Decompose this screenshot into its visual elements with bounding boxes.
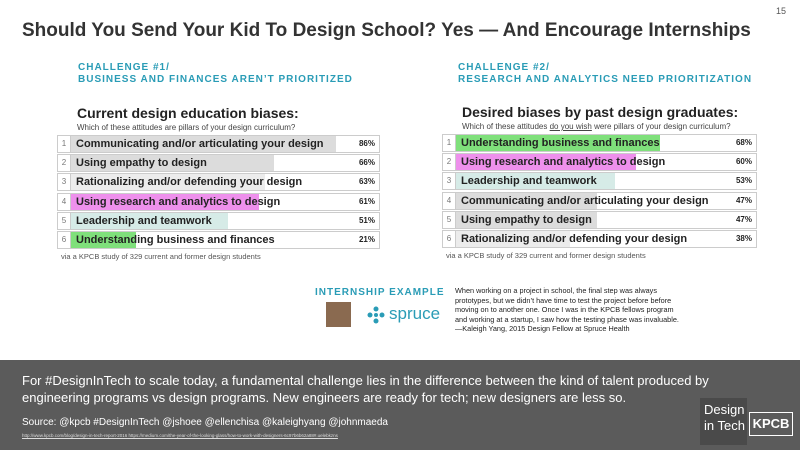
rank: 6 bbox=[443, 231, 456, 247]
rank: 1 bbox=[58, 136, 71, 152]
row: 4 Using research and analytics to design 6… bbox=[57, 192, 380, 211]
bar bbox=[71, 155, 275, 172]
row: 1 Communicating and/or articulating your … bbox=[57, 135, 380, 153]
spruce-icon bbox=[367, 306, 385, 324]
question: Which of these attitudes are pillars of … bbox=[77, 123, 295, 132]
bar bbox=[456, 173, 615, 190]
heading: BUSINESS AND FINANCES AREN’T PRIORITIZED bbox=[78, 74, 353, 85]
row: 1 Understanding business and finances 68% bbox=[442, 134, 757, 152]
note: via a KPCB study of 329 current and form… bbox=[61, 252, 261, 261]
value-label: 47% bbox=[735, 195, 752, 205]
value-label: 63% bbox=[358, 177, 375, 187]
rank: 5 bbox=[443, 211, 456, 228]
chart-title: Current design education biases: bbox=[77, 105, 299, 121]
rank: 1 bbox=[443, 135, 456, 151]
row-label: Communicating and/or articulating your d… bbox=[76, 138, 324, 150]
row: 6 Rationalizing and/or defending your des… bbox=[442, 230, 757, 248]
footer: For #DesignInTech to scale today, a fund… bbox=[0, 360, 800, 450]
quote-line: When working on a project in school, the… bbox=[455, 286, 657, 295]
rank: 4 bbox=[443, 192, 456, 209]
row-label: Using empathy to design bbox=[461, 213, 592, 226]
value-label: 38% bbox=[735, 234, 752, 243]
value-label: 60% bbox=[735, 157, 752, 167]
row-label: Using research and analytics to design bbox=[76, 195, 281, 208]
row: 4 Communicating and/or articulating your … bbox=[442, 191, 757, 210]
bar bbox=[71, 174, 266, 191]
quote-line: prototypes, but we didn’t have time to t… bbox=[455, 295, 672, 305]
row: 5 Using empathy to design 47% bbox=[442, 210, 757, 229]
value-label: 86% bbox=[358, 139, 375, 148]
row-label: Communicating and/or articulating your d… bbox=[461, 194, 709, 207]
rank: 3 bbox=[443, 173, 456, 190]
source: Source: @kpcb #DesignInTech @jshoee @ell… bbox=[22, 417, 388, 428]
footer-line: For #DesignInTech to scale today, a fund… bbox=[22, 373, 709, 388]
photo bbox=[326, 302, 351, 327]
value-label: 66% bbox=[358, 158, 375, 168]
bar bbox=[71, 212, 229, 229]
rank: 4 bbox=[58, 193, 71, 210]
footer-line: engineering programs vs design programs.… bbox=[22, 390, 627, 405]
row: 3 Rationalizing and/or defending your des… bbox=[57, 173, 380, 192]
row-label: Rationalizing and/or defending your desi… bbox=[461, 233, 688, 245]
bar bbox=[456, 231, 570, 247]
kicker: CHALLENGE #1/ bbox=[78, 62, 170, 73]
question-part: were pillars of your design curriculum? bbox=[591, 122, 731, 131]
rank: 3 bbox=[58, 174, 71, 191]
bar bbox=[456, 154, 636, 171]
row: 6 Understanding business and finances 21% bbox=[57, 231, 380, 249]
quote-line: moving on to another one. Once I was in … bbox=[455, 305, 674, 314]
row: 5 Leadership and teamwork 51% bbox=[57, 211, 380, 230]
row-label: Understanding business and finances bbox=[461, 137, 660, 149]
row-label: Using research and analytics to design bbox=[461, 156, 666, 169]
row: 2 Using empathy to design 66% bbox=[57, 154, 380, 173]
row: 3 Leadership and teamwork 53% bbox=[442, 172, 757, 191]
logo-design: Design in Tech bbox=[700, 398, 747, 445]
page-number: 15 bbox=[775, 6, 786, 16]
question-part: do you wish bbox=[549, 122, 592, 131]
row-label: Understanding business and finances bbox=[76, 234, 275, 246]
logo-line: Design bbox=[704, 402, 745, 417]
question: Which of these attitudes do you wish wer… bbox=[462, 122, 731, 131]
rank: 6 bbox=[58, 232, 71, 248]
note: via a KPCB study of 329 current and form… bbox=[446, 251, 646, 260]
internship-label: INTERNSHIP EXAMPLE bbox=[315, 287, 445, 298]
logo-kpcb: KPCB bbox=[749, 412, 793, 436]
chart-title: Desired biases by past design graduates: bbox=[462, 104, 739, 120]
value-label: 47% bbox=[735, 214, 752, 224]
bar bbox=[456, 135, 660, 151]
quote-line: —Kaleigh Yang, 2015 Design Fellow at Spr… bbox=[455, 324, 630, 333]
bar bbox=[456, 211, 597, 228]
value-label: 68% bbox=[735, 138, 752, 147]
value-label: 21% bbox=[358, 235, 375, 244]
value-label: 61% bbox=[358, 196, 375, 206]
row-label: Leadership and teamwork bbox=[461, 175, 597, 188]
spruce-logo: spruce bbox=[389, 304, 441, 323]
row-label: Rationalizing and/or defending your desi… bbox=[76, 176, 303, 189]
rank: 5 bbox=[58, 212, 71, 229]
logo-line: in Tech bbox=[704, 418, 745, 433]
kicker: CHALLENGE #2/ bbox=[458, 62, 550, 73]
slide-title: Should You Send Your Kid To Design Schoo… bbox=[22, 20, 751, 41]
heading: RESEARCH AND ANALYTICS NEED PRIORITIZATI… bbox=[458, 74, 753, 85]
row: 2 Using research and analytics to design 6… bbox=[442, 153, 757, 172]
question-part: Which of these attitudes bbox=[462, 122, 550, 131]
value-label: 51% bbox=[358, 215, 375, 225]
quote: When working on a project in school, the… bbox=[455, 286, 679, 334]
quote-line: and working at a startup, I saw how the … bbox=[455, 314, 679, 324]
bar bbox=[71, 193, 259, 210]
bar bbox=[456, 192, 597, 209]
question-part: Which of these attitudes are pillars of … bbox=[77, 123, 296, 132]
row-label: Using empathy to design bbox=[76, 157, 207, 170]
bar bbox=[71, 136, 336, 152]
footer-text: For #DesignInTech to scale today, a fund… bbox=[22, 372, 709, 406]
bar bbox=[71, 232, 136, 248]
value-label: 53% bbox=[735, 176, 752, 186]
link: http://www.kpcb.com/blog/design-in-tech-… bbox=[22, 433, 338, 438]
rank: 2 bbox=[58, 155, 71, 172]
rank: 2 bbox=[443, 154, 456, 171]
row-label: Leadership and teamwork bbox=[76, 214, 212, 227]
